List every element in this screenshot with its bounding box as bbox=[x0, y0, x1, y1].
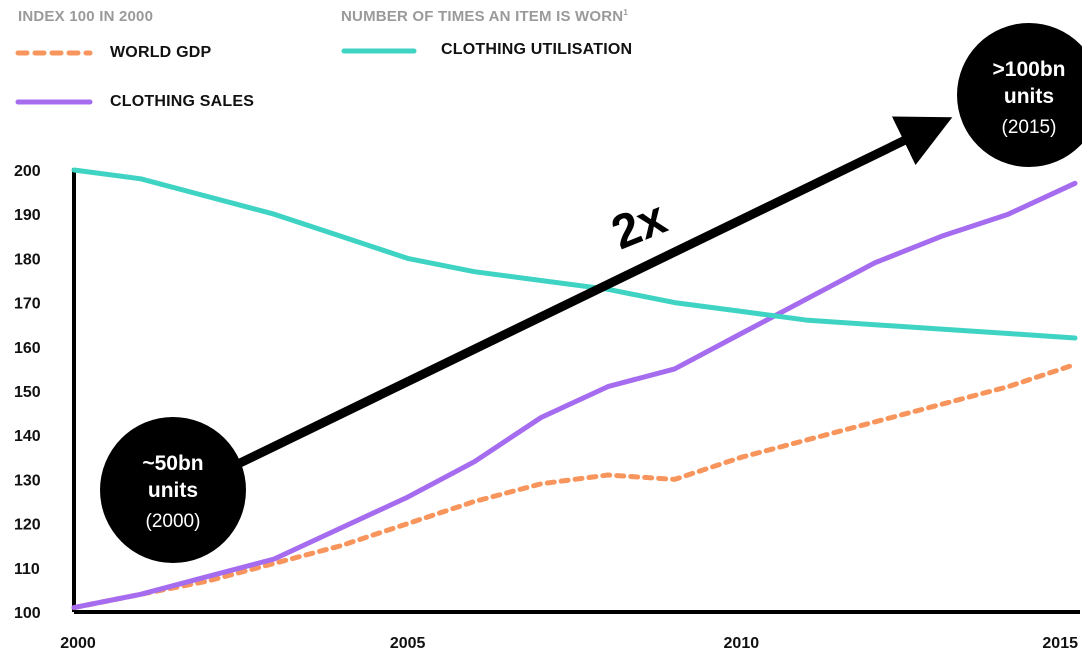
y-tick-label: 140 bbox=[14, 428, 41, 445]
legend-label-clothing-sales: CLOTHING SALES bbox=[110, 93, 255, 110]
y-tick-label: 190 bbox=[14, 207, 41, 224]
footnote-marker: 1 bbox=[623, 8, 628, 17]
x-tick-label: 2000 bbox=[60, 635, 96, 652]
start-bubble bbox=[100, 417, 246, 563]
legend-heading-worn-text: NUMBER OF TIMES AN ITEM IS WORN bbox=[341, 8, 624, 25]
x-tick-label: 2010 bbox=[724, 635, 760, 652]
series-line-clothing-utilisation bbox=[71, 167, 1078, 341]
growth-arrow bbox=[238, 116, 953, 468]
y-tick-label: 120 bbox=[14, 517, 41, 534]
start-bubble-line1: ~50bn bbox=[142, 452, 203, 475]
y-tick-label: 180 bbox=[14, 251, 41, 268]
end-bubble-line3: (2015) bbox=[1002, 117, 1057, 138]
legend-heading-worn: NUMBER OF TIMES AN ITEM IS WORN1 bbox=[341, 8, 628, 25]
legend-heading-index: INDEX 100 IN 2000 bbox=[18, 8, 154, 25]
y-tick-label: 110 bbox=[14, 561, 40, 578]
y-axis-ticks: 100 110 120 130 140 150 160 170 180 190 200 bbox=[14, 163, 41, 622]
y-tick-label: 170 bbox=[14, 296, 41, 313]
y-tick-label: 160 bbox=[14, 340, 41, 357]
y-tick-label: 130 bbox=[14, 472, 41, 489]
y-tick-label: 100 bbox=[14, 605, 41, 622]
legend-label-world-gdp: WORLD GDP bbox=[110, 44, 212, 61]
series-lines bbox=[71, 167, 1078, 611]
x-tick-label: 2015 bbox=[1042, 635, 1078, 652]
x-axis-ticks: 2000 2005 2010 2015 bbox=[60, 635, 1078, 652]
end-bubble-line1: >100bn bbox=[993, 58, 1066, 81]
end-bubble bbox=[957, 23, 1082, 167]
series-line-clothing-sales bbox=[71, 180, 1078, 611]
end-bubble-line2: units bbox=[1004, 85, 1054, 108]
series-line-world-gdp bbox=[71, 362, 1078, 611]
start-bubble-line2: units bbox=[148, 479, 198, 502]
legend-label-clothing-utilisation: CLOTHING UTILISATION bbox=[441, 41, 633, 58]
x-tick-label: 2005 bbox=[390, 635, 426, 652]
y-tick-label: 150 bbox=[14, 384, 41, 401]
y-tick-label: 200 bbox=[14, 163, 41, 180]
start-bubble-line3: (2000) bbox=[146, 511, 201, 532]
multiplier-label: 2x bbox=[605, 191, 675, 260]
